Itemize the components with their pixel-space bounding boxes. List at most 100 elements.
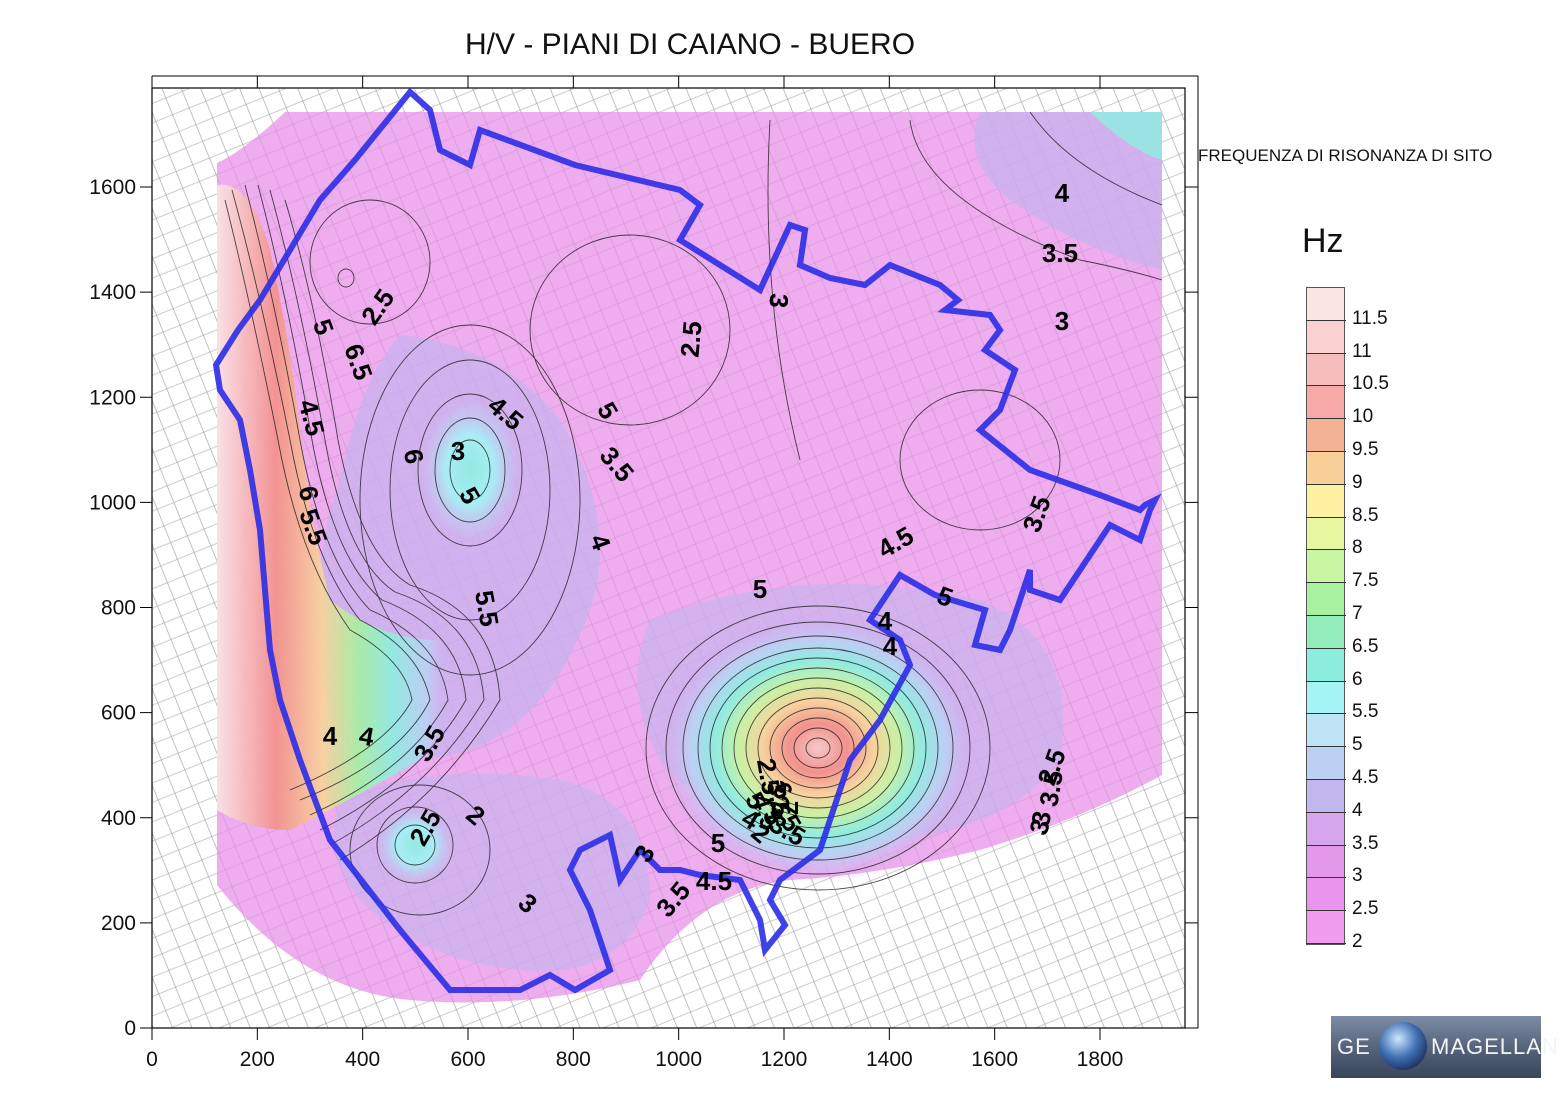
color-scale-tick xyxy=(1306,779,1346,780)
x-tick-label: 1200 xyxy=(761,1048,808,1071)
color-scale-tick xyxy=(1306,483,1346,485)
contour-label: 3.5 xyxy=(1033,768,1069,809)
geomagellan-logo: GE MAGELLAN xyxy=(1331,1016,1558,1078)
logo-text-right: MAGELLAN xyxy=(1431,1034,1559,1059)
color-scale-step xyxy=(1306,877,1344,911)
color-scale-step xyxy=(1306,615,1344,649)
globe-icon xyxy=(1379,1022,1427,1070)
color-scale-tick xyxy=(1306,910,1346,912)
logo-text-left: GE xyxy=(1337,1034,1371,1059)
color-scale-step xyxy=(1306,910,1344,944)
color-scale-tick xyxy=(1306,319,1346,321)
color-scale-tick xyxy=(1306,352,1346,354)
map-title: H/V - PIANI DI CAIANO - BUERO xyxy=(464,28,916,61)
y-tick-label: 1000 xyxy=(89,491,136,514)
contour-label: 5.5 xyxy=(469,588,505,629)
y-tick-label: 600 xyxy=(101,702,136,725)
color-scale-tick xyxy=(1306,549,1346,551)
color-scale-frame xyxy=(1306,287,1345,945)
color-scale-tick xyxy=(1306,746,1346,748)
legend-title: FREQUENZA DI RISONANZA DI SITO xyxy=(1198,146,1493,165)
contour-label: 5 xyxy=(711,828,725,858)
color-scale-step xyxy=(1306,647,1344,682)
color-scale-label: 2.5 xyxy=(1352,898,1379,920)
color-scale-label: 7 xyxy=(1352,603,1363,624)
contour-label: 2.5 xyxy=(675,320,708,359)
x-tick-label: 800 xyxy=(556,1048,591,1071)
contour-label: 3 xyxy=(451,436,465,466)
y-tick-label: 400 xyxy=(101,807,136,830)
color-scale-label: 10.5 xyxy=(1352,373,1389,395)
contour-label: 3.5 xyxy=(761,778,797,819)
color-scale-tick xyxy=(1306,451,1346,452)
color-scale-label: 10 xyxy=(1352,406,1374,428)
color-scale-tick xyxy=(1306,811,1346,813)
color-scale-step xyxy=(1306,844,1344,878)
color-scale-label: 9 xyxy=(1352,471,1363,493)
color-scale-step xyxy=(1306,779,1344,813)
color-scale-tick xyxy=(1306,943,1346,944)
color-scale-label: 3 xyxy=(1352,865,1363,887)
color-scale-step xyxy=(1306,352,1344,386)
y-tick-label: 1200 xyxy=(89,386,136,409)
contour-label: 4.5 xyxy=(696,866,732,896)
color-scale-label: 11.5 xyxy=(1352,307,1388,329)
central-anomaly xyxy=(658,613,978,883)
contour-label: 4 xyxy=(878,606,893,636)
color-scale-label: 4 xyxy=(1352,799,1363,821)
color-scale-label: 8 xyxy=(1352,537,1363,559)
color-scale-step xyxy=(1306,680,1344,714)
color-scale-step xyxy=(1306,451,1344,485)
y-tick-label: 200 xyxy=(101,912,136,935)
contour-label: 4 xyxy=(1055,178,1070,208)
color-scale-tick xyxy=(1306,385,1346,387)
color-scale-tick xyxy=(1306,877,1346,879)
contour-label: 4 xyxy=(357,720,377,752)
contour-label: 4 xyxy=(323,721,338,751)
color-scale-label: 4.5 xyxy=(1352,767,1379,788)
color-scale-step xyxy=(1306,516,1344,550)
color-scale-tick xyxy=(1306,713,1346,715)
color-scale-step xyxy=(1306,319,1344,354)
contour-label: 2.5 xyxy=(751,756,787,797)
x-tick-label: 200 xyxy=(240,1048,275,1071)
color-scale-label: 6 xyxy=(1352,668,1363,690)
color-scale-step xyxy=(1306,385,1344,419)
contour-label: 3.5 xyxy=(1042,238,1078,268)
x-tick-label: 1400 xyxy=(866,1048,913,1071)
color-scale-label: 8.5 xyxy=(1352,504,1379,526)
contour-label: 3 xyxy=(1025,809,1057,828)
color-scale-label: 11 xyxy=(1352,340,1372,362)
color-scale-tick xyxy=(1306,516,1346,518)
contour-label: 3 xyxy=(763,292,794,309)
contour-label: 4 xyxy=(883,631,898,661)
color-scale-step xyxy=(1306,418,1344,452)
x-tick-label: 1600 xyxy=(971,1048,1018,1071)
x-axis: 0 200 400 600 800 1000 1200 1400 1600 1800 xyxy=(146,76,1123,1071)
contour-label: 6 xyxy=(293,484,325,503)
color-scale-label: 9.5 xyxy=(1352,439,1379,460)
legend-unit: Hz xyxy=(1302,222,1344,260)
contour-label: 3 xyxy=(1055,306,1069,336)
y-tick-label: 1400 xyxy=(89,281,136,304)
color-scale-label: 3.5 xyxy=(1352,832,1379,854)
x-tick-label: 400 xyxy=(345,1048,380,1071)
color-scale-step xyxy=(1306,287,1344,321)
x-tick-label: 1000 xyxy=(655,1048,702,1071)
contour-label: 6 xyxy=(398,447,430,466)
color-scale-label: 5 xyxy=(1352,734,1363,756)
color-scale-tick xyxy=(1306,647,1346,649)
color-scale-step xyxy=(1306,483,1344,518)
color-scale-tick xyxy=(1306,844,1346,846)
y-tick-label: 0 xyxy=(124,1017,136,1040)
color-scale-tick xyxy=(1306,418,1346,420)
color-scale-tick xyxy=(1306,680,1346,682)
color-scale-label: 7.5 xyxy=(1352,570,1379,592)
color-scale-step xyxy=(1306,811,1344,846)
color-scale-tick xyxy=(1306,582,1346,584)
color-scale-step xyxy=(1306,549,1344,583)
x-tick-label: 1800 xyxy=(1077,1048,1124,1071)
color-scale-step xyxy=(1306,582,1344,616)
y-tick-label: 800 xyxy=(101,597,136,620)
